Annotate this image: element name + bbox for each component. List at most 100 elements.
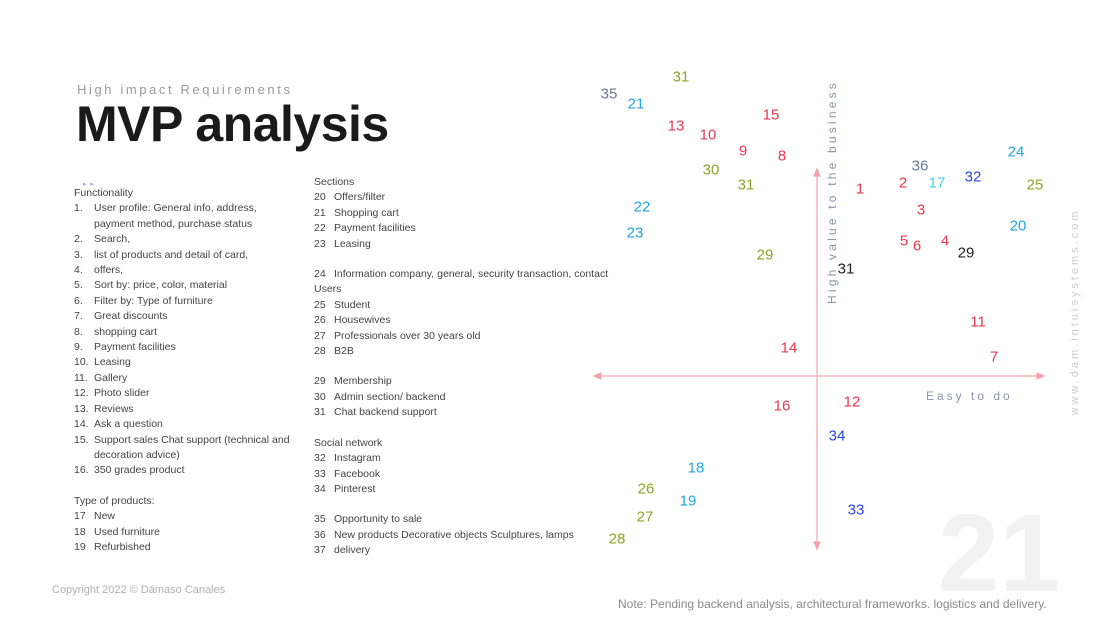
item-number: 24 bbox=[314, 268, 326, 281]
list-item: 9. Payment facilities bbox=[74, 340, 294, 355]
item-number: 36 bbox=[314, 528, 326, 541]
item-label: offers, bbox=[94, 264, 123, 277]
item-label: Leasing bbox=[334, 237, 371, 250]
item-number: 1. bbox=[74, 202, 83, 215]
list-item: 20 Offers/filter bbox=[314, 190, 614, 205]
list-item: 25 Student bbox=[314, 298, 614, 313]
item-label: Great discounts bbox=[94, 310, 168, 323]
list-item: 17 New bbox=[74, 509, 294, 524]
item-number: 37 bbox=[314, 544, 326, 557]
list-item: 26 Housewives bbox=[314, 313, 614, 328]
item-label: Facebook bbox=[334, 467, 381, 480]
item-number: 25 bbox=[314, 298, 326, 311]
item-number: 15. bbox=[74, 433, 89, 446]
item-number: 10. bbox=[74, 356, 89, 369]
item-label: Housewives bbox=[334, 314, 391, 327]
list-item: 12. Photo slider bbox=[74, 386, 294, 401]
matrix-point: 10 bbox=[699, 126, 717, 144]
item-label: Reviews bbox=[94, 402, 134, 415]
list-heading: Social network bbox=[314, 436, 383, 449]
matrix-point: 31 bbox=[737, 176, 755, 194]
item-number: 3. bbox=[74, 248, 83, 261]
item-label: New bbox=[94, 510, 116, 523]
item-number: 7. bbox=[74, 310, 83, 323]
item-label: Refurbished bbox=[94, 540, 151, 553]
matrix-point: 2 bbox=[898, 174, 908, 192]
item-number: 21 bbox=[314, 206, 326, 219]
item-label: Leasing bbox=[94, 356, 131, 369]
matrix-point: 14 bbox=[780, 339, 798, 357]
item-label: shopping cart bbox=[94, 325, 158, 338]
item-label: Shopping cart bbox=[334, 206, 399, 219]
item-label: User profile: General info, address, pay… bbox=[94, 202, 257, 230]
list-item: 15. Support sales Chat support (technical… bbox=[74, 433, 294, 464]
list-item: 22 Payment facilities bbox=[314, 221, 614, 236]
matrix-point: 20 bbox=[1009, 217, 1027, 235]
item-number: 5. bbox=[74, 279, 83, 292]
matrix-point: 12 bbox=[843, 393, 861, 411]
matrix-point: 29 bbox=[957, 244, 975, 262]
list-item: 21 Shopping cart bbox=[314, 206, 614, 221]
item-number: 2. bbox=[74, 233, 83, 246]
requirements-list-left: Functionality 1. User profile: General inf… bbox=[74, 186, 294, 555]
item-number: 8. bbox=[74, 325, 83, 338]
list-item: 27 Professionals over 30 years old bbox=[314, 329, 614, 344]
matrix-point: 31 bbox=[672, 68, 690, 86]
list-item: 23 Leasing bbox=[314, 237, 614, 252]
item-number: 14. bbox=[74, 418, 89, 431]
list-item: 3. list of products and detail of card, bbox=[74, 248, 294, 263]
item-number: 22 bbox=[314, 222, 326, 235]
list-item: 34 Pinterest bbox=[314, 482, 614, 497]
item-label: 350 grades product bbox=[94, 464, 185, 477]
list-item: 5. Sort by: price, color, material bbox=[74, 278, 294, 293]
list-item: 30 Admin section/ backend bbox=[314, 390, 614, 405]
matrix-point: 3 bbox=[916, 201, 926, 219]
item-label: Instagram bbox=[334, 452, 381, 465]
x-axis-label: Easy to do bbox=[926, 389, 1013, 403]
list-item: 36 New products Decorative objects Sculpt… bbox=[314, 528, 614, 543]
matrix-point: 21 bbox=[627, 95, 645, 113]
item-label: Used furniture bbox=[94, 525, 160, 538]
item-number: 11. bbox=[74, 371, 88, 384]
requirements-list-right: Sections 20 Offers/filter 21 Shopping cart 22… bbox=[314, 175, 614, 559]
item-label: Support sales Chat support (technical an… bbox=[94, 433, 290, 461]
list-heading: Sections bbox=[314, 176, 355, 188]
matrix-point: 17 bbox=[928, 174, 946, 192]
matrix-point: 23 bbox=[626, 224, 644, 242]
item-label: Sort by: price, color, material bbox=[94, 279, 228, 292]
list-item: 37 delivery bbox=[314, 543, 614, 558]
item-label: Admin section/ backend bbox=[334, 390, 446, 403]
item-number: 29 bbox=[314, 375, 326, 388]
item-number: 26 bbox=[314, 314, 326, 327]
list-item: 13. Reviews bbox=[74, 402, 294, 417]
list-item: 29 Membership bbox=[314, 374, 614, 389]
list-item: 24 Information company, general, security… bbox=[314, 267, 614, 282]
item-number: 18 bbox=[74, 525, 86, 538]
matrix-point: 22 bbox=[633, 198, 651, 216]
item-label: Filter by: Type of furniture bbox=[94, 294, 213, 307]
list-item: 6. Filter by: Type of furniture bbox=[74, 294, 294, 309]
page-title: MVP analysis bbox=[76, 96, 389, 152]
matrix-point: 16 bbox=[773, 397, 791, 415]
list-item: 32 Instagram bbox=[314, 451, 614, 466]
matrix-point: 9 bbox=[738, 142, 748, 160]
item-label: Photo slider bbox=[94, 387, 150, 400]
item-label: Information company, general, security t… bbox=[334, 268, 609, 281]
item-label: delivery bbox=[334, 544, 371, 557]
matrix-point: 34 bbox=[828, 427, 846, 445]
list-item: 8. shopping cart bbox=[74, 325, 294, 340]
footnote: Note: Pending backend analysis, architec… bbox=[618, 597, 1047, 611]
item-number: 16. bbox=[74, 464, 89, 477]
item-number: 30 bbox=[314, 390, 326, 403]
matrix-point: 13 bbox=[667, 117, 685, 135]
matrix-point: 31 bbox=[837, 260, 855, 278]
item-number: 27 bbox=[314, 329, 326, 342]
item-label: Offers/filter bbox=[334, 191, 386, 204]
list-item: 18 Used furniture bbox=[74, 525, 294, 540]
list-item: 4. offers, bbox=[74, 263, 294, 278]
list-item: 19 Refurbished bbox=[74, 540, 294, 555]
list-heading: Type of products: bbox=[74, 494, 155, 507]
matrix-point: 11 bbox=[970, 313, 986, 331]
subtitle: High impact Requirements bbox=[77, 82, 293, 97]
matrix-point: 24 bbox=[1007, 143, 1025, 161]
